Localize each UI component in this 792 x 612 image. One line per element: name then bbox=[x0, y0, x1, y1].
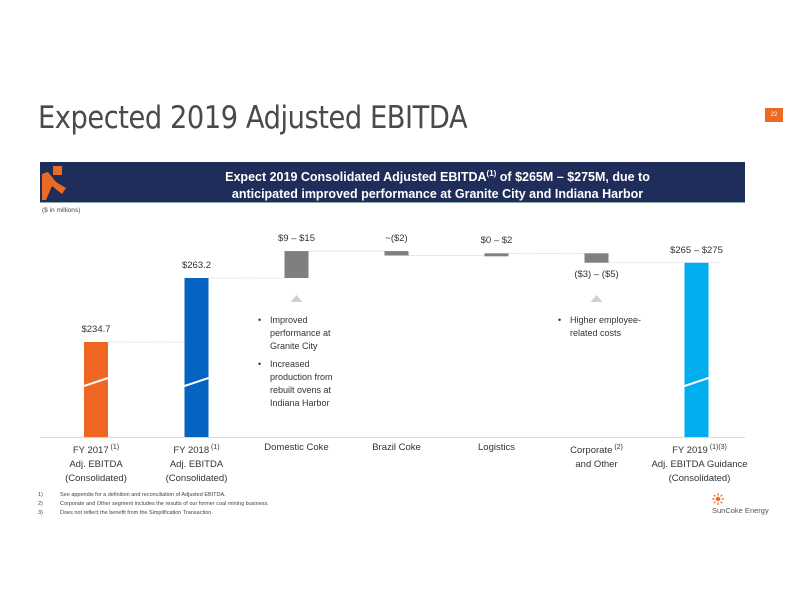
brand-name: SunCoke Energy bbox=[712, 506, 769, 515]
bar-corporate-and-other bbox=[584, 253, 609, 263]
note-bullet: Higher employee-related costs bbox=[556, 314, 666, 340]
page-title: Expected 2019 Adjusted EBITDA bbox=[38, 100, 468, 136]
suncoke-logo: SunCoke Energy bbox=[712, 493, 792, 523]
banner-text: Expect 2019 Consolidated Adjusted EBITDA… bbox=[225, 169, 650, 202]
data-label: ~($2) bbox=[385, 233, 408, 245]
footnotes: 1) See appendix for a definition and reco… bbox=[38, 491, 269, 518]
footnote: 1) See appendix for a definition and reco… bbox=[38, 492, 226, 498]
footnote: 3) Does not reflect the benefit from the … bbox=[38, 510, 213, 516]
category-label: FY 2018 (1) Adj. EBITDA (Consolidated) bbox=[165, 444, 228, 485]
category-label: FY 2017 (1) Adj. EBITDA (Consolidated) bbox=[65, 444, 127, 485]
data-label: $234.7 bbox=[81, 324, 111, 335]
headline-banner: Expect 2019 Consolidated Adjusted EBITDA… bbox=[40, 162, 745, 203]
data-label: $263.2 bbox=[181, 260, 212, 271]
axis-break-mark bbox=[184, 377, 209, 387]
axis-break-mark bbox=[83, 377, 109, 387]
category-label: Domestic Coke bbox=[264, 442, 329, 453]
bar-brazil-coke bbox=[384, 251, 409, 256]
page-number: 22 bbox=[765, 108, 783, 122]
category-label: Brazil Coke bbox=[372, 442, 421, 453]
sun-icon bbox=[712, 493, 724, 505]
data-label: $0 – $2 bbox=[480, 235, 513, 247]
bar-fy-2017 bbox=[84, 342, 108, 437]
callout-triangle-icon bbox=[290, 295, 303, 302]
callout-triangle-icon bbox=[590, 295, 603, 302]
footnote: 2) Corporate and Other segment includes t… bbox=[38, 501, 269, 507]
data-label: $265 – $275 bbox=[670, 244, 723, 256]
bar-logistics bbox=[484, 253, 509, 257]
bar-fy-2019 bbox=[684, 262, 709, 437]
category-label: Corporate (2) and Other bbox=[570, 444, 623, 471]
bar-domestic-coke bbox=[284, 251, 309, 278]
corporate-notes: Higher employee-related costs bbox=[556, 314, 666, 345]
bar-fy-2018 bbox=[184, 278, 209, 437]
axis-break-mark bbox=[684, 377, 709, 387]
data-label: ($3) – ($5) bbox=[574, 268, 619, 280]
units-note: ($ in millions) bbox=[42, 207, 81, 214]
data-label: $9 – $15 bbox=[278, 233, 315, 245]
suncoke-mark-icon bbox=[42, 166, 66, 200]
category-label: FY 2019 (1)(3) Adj. EBITDA Guidance (Conso… bbox=[651, 444, 748, 485]
category-label: Logistics bbox=[478, 442, 515, 453]
